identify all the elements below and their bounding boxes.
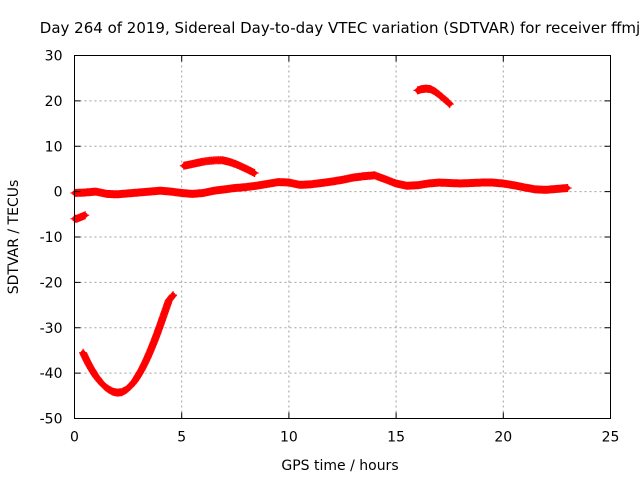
x-tick-label: 5: [177, 430, 186, 446]
x-tick-label: 20: [494, 430, 512, 446]
y-tick-label: -50: [40, 412, 63, 428]
y-tick-label: 30: [45, 49, 63, 65]
data-layer: [70, 84, 572, 397]
y-tick-label: -30: [40, 321, 63, 337]
data-point-markers: [70, 171, 572, 199]
y-tick-label: -10: [40, 230, 63, 246]
y-tick-label: 10: [45, 139, 63, 155]
y-axis-label: SDTVAR / TECUs: [6, 180, 22, 295]
x-tick-label: 25: [602, 430, 620, 446]
y-tick-label: 20: [45, 94, 63, 110]
x-tick-label: 0: [70, 430, 79, 446]
tick-layer: 0 5 10 15 20 25 30 20 10 0 -10 -20 -30 -40 -50: [40, 49, 620, 446]
grid-layer: [74, 55, 611, 419]
x-tick-label: 15: [387, 430, 405, 446]
data-point-markers: [413, 84, 454, 109]
chart-title: Day 264 of 2019, Sidereal Day-to-day VTE…: [40, 19, 640, 37]
data-point-markers: [79, 291, 178, 397]
y-tick-label: -20: [40, 275, 63, 291]
y-tick-label: -40: [40, 366, 63, 382]
y-tick-label: 0: [54, 185, 63, 201]
x-tick-label: 10: [280, 430, 298, 446]
data-point-markers: [179, 156, 259, 177]
x-axis-label: GPS time / hours: [281, 458, 398, 474]
